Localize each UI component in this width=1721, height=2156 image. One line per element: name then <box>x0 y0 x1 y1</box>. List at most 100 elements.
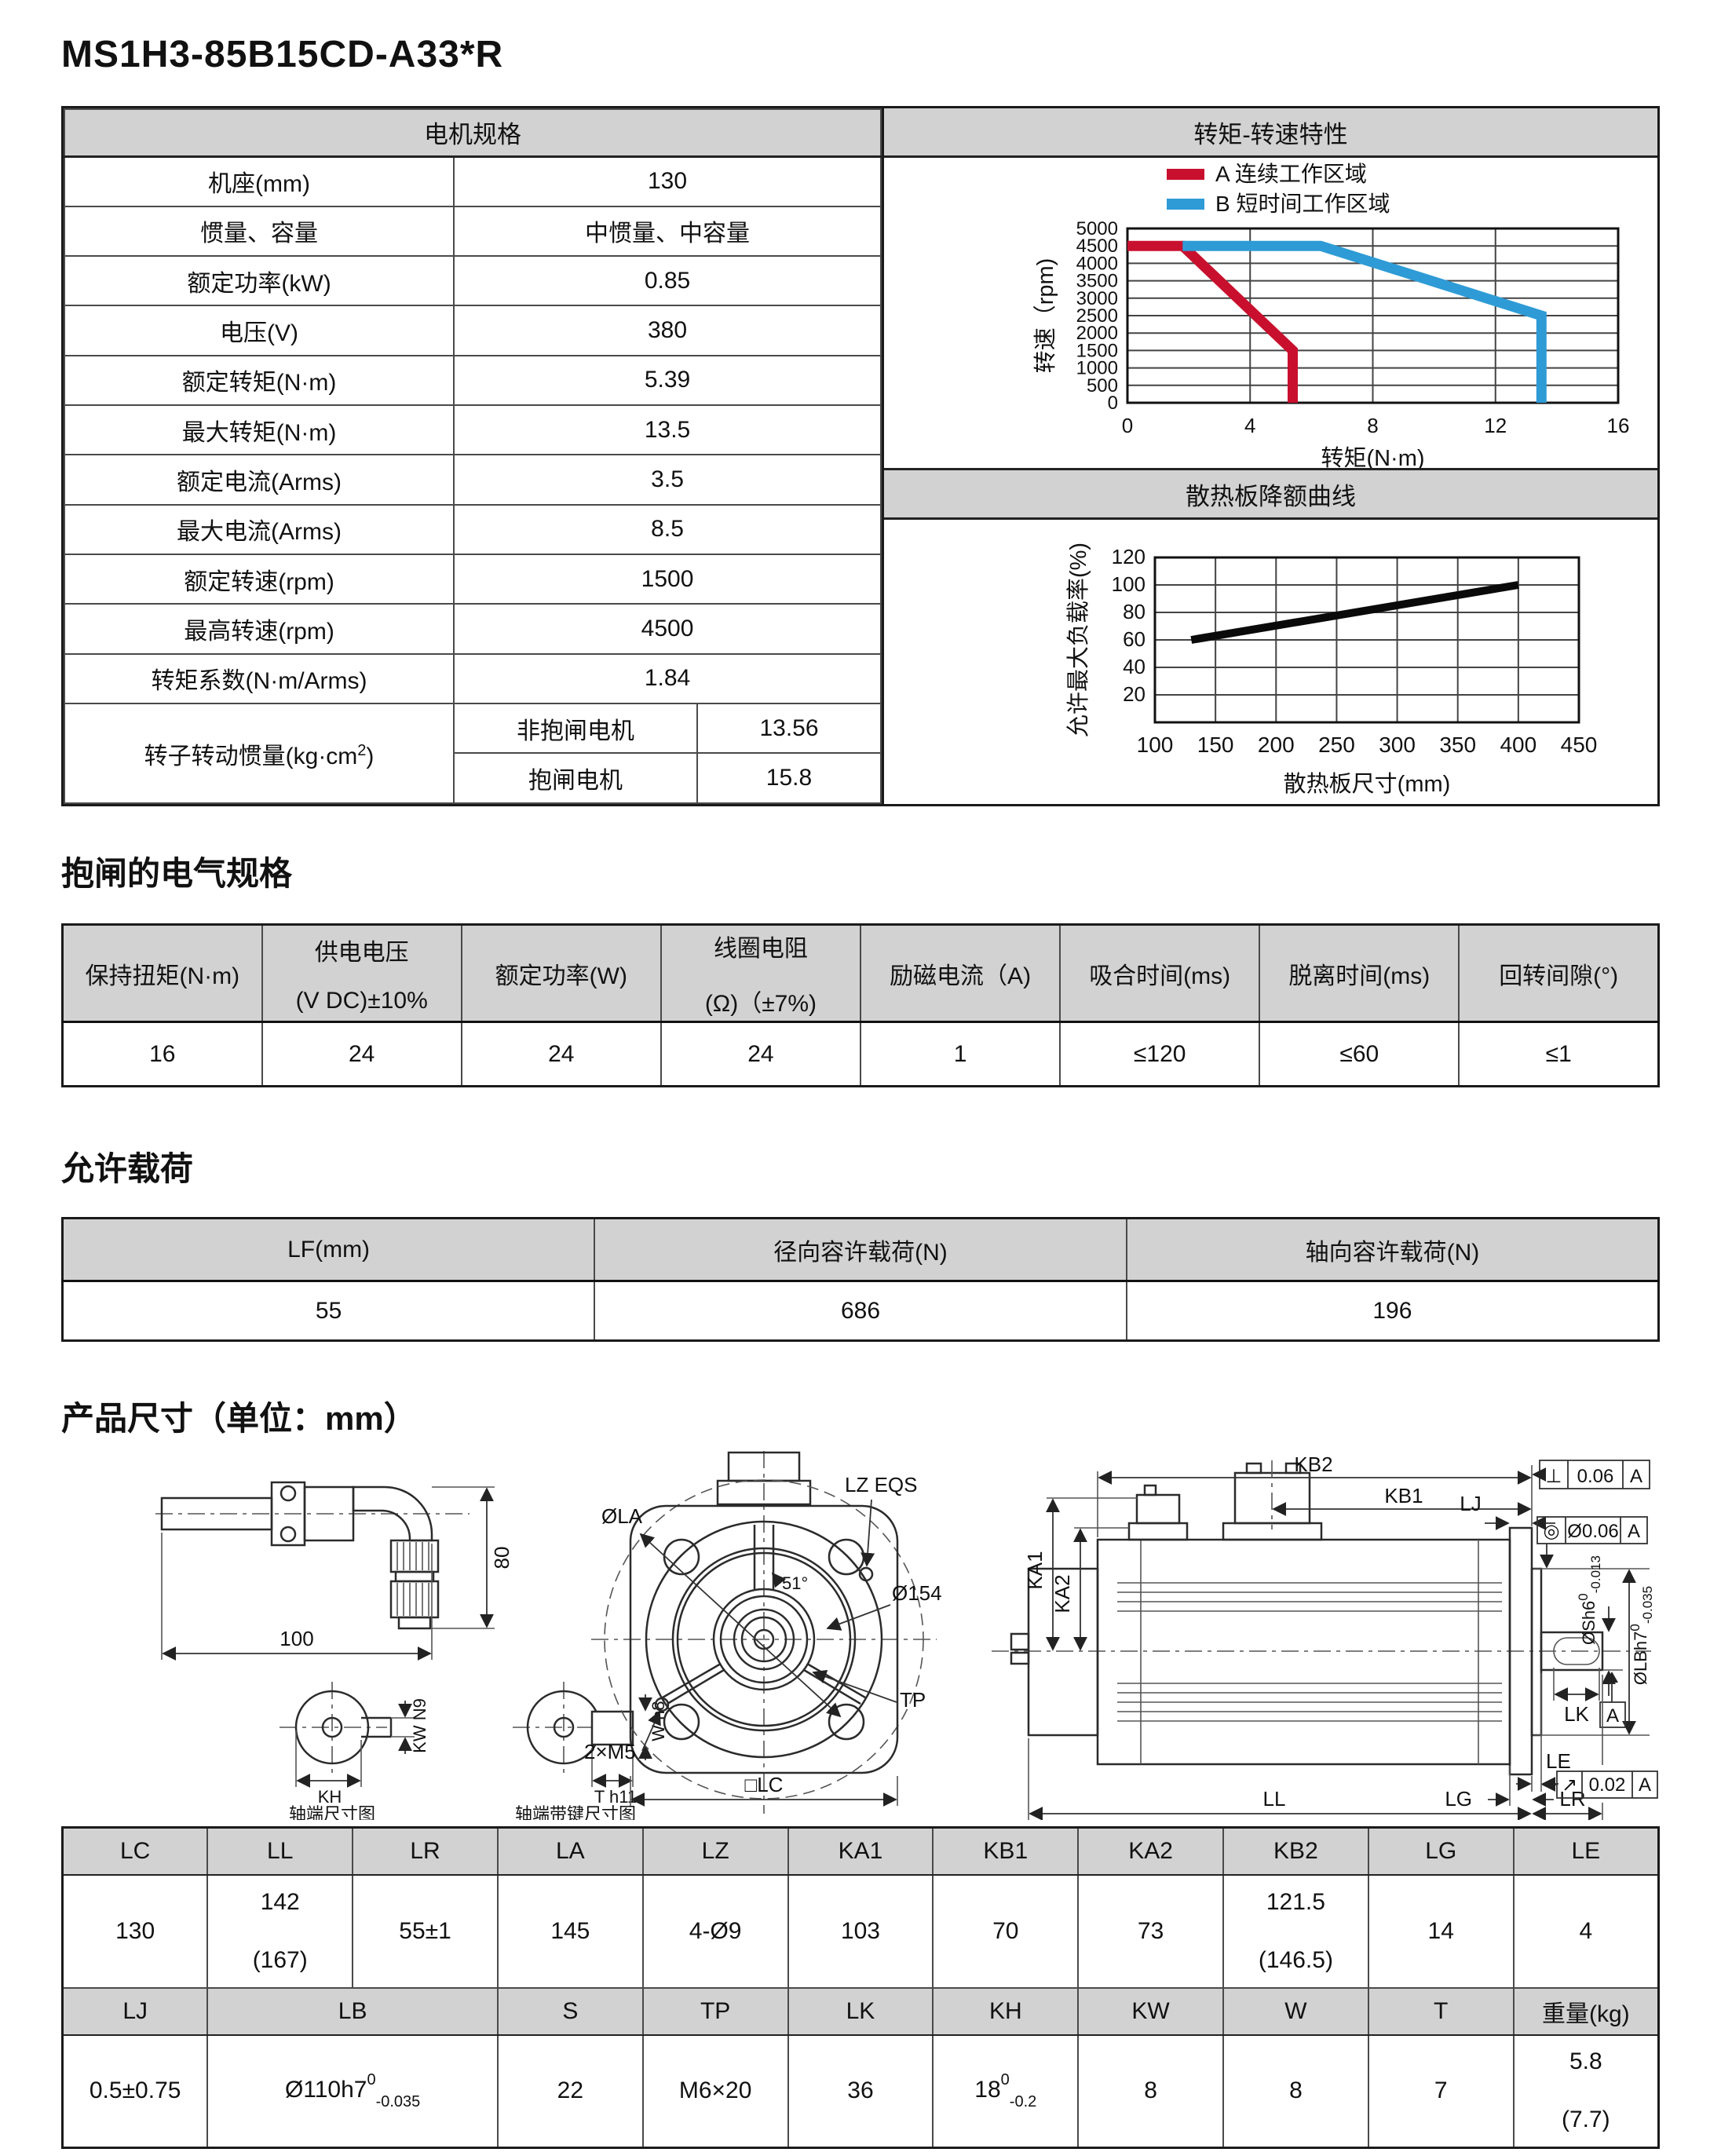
kw-dim-label: KW N9 <box>410 1698 429 1753</box>
spec-label: 机座(mm) <box>63 155 455 207</box>
load-table: LF(mm) 径向容许载荷(N) 轴向容许载荷(N) 55 686 196 <box>61 1217 1660 1342</box>
spec-label: 最大电流(Arms) <box>63 503 455 556</box>
drawing-side-view: KB2 KB1 KA1 KA2 LJ ⊥ 0.06 A <box>992 1453 1658 1820</box>
motor-fins <box>1117 1540 1502 1764</box>
dim-header: KW <box>1077 1986 1224 2036</box>
brake-header: 线圈电阻 (Ω)（±7%) <box>660 923 862 1023</box>
dim-header: LC <box>61 1826 209 1876</box>
spec-label: 电压(V) <box>63 305 455 356</box>
svg-text:0: 0 <box>1108 393 1118 414</box>
table-row: 额定转速(rpm) 1500 <box>63 554 882 605</box>
svg-text:转矩(N·m): 转矩(N·m) <box>1321 445 1424 468</box>
svg-text:转速（rpm): 转速（rpm) <box>1032 258 1058 374</box>
angle-label: 51° <box>782 1573 808 1593</box>
lk-dim-label: LK <box>1564 1702 1589 1726</box>
drawing-front-view: ØLA LZ EQS Ø154 51° TP 2×M5 □LC <box>584 1451 942 1814</box>
dim-value: 145 <box>496 1873 644 1989</box>
spec-value: 中惯量、中容量 <box>453 205 882 258</box>
load-header: 径向容许载荷(N) <box>594 1217 1127 1282</box>
datum-flag: A <box>1599 1669 1626 1728</box>
dim-header: LJ <box>61 1986 209 2036</box>
spec-label: 额定功率(kW) <box>63 255 455 307</box>
dim-header: KA2 <box>1077 1826 1224 1876</box>
svg-text:A: A <box>1639 1774 1651 1796</box>
perpendicularity-icon: ⊥ <box>1546 1466 1562 1487</box>
datasheet-page: MS1H3-85B15CD-A33*R 电机规格 机座(mm) 130 惯量、容量… <box>0 33 1721 2149</box>
brake-header: 吸合时间(ms) <box>1059 923 1261 1023</box>
svg-text:100: 100 <box>1112 572 1146 596</box>
dim-header: LL <box>206 1826 354 1876</box>
load-value: 196 <box>1125 1280 1660 1342</box>
dim-value: 0.5±0.75 <box>61 2034 209 2149</box>
table-row: 惯量、容量 中惯量、中容量 <box>63 205 882 258</box>
brake-header: 励磁电流（A) <box>859 923 1061 1023</box>
dimensions-section-title: 产品尺寸（单位：mm） <box>61 1400 417 1437</box>
brake-value: ≤60 <box>1259 1021 1460 1087</box>
svg-text:3000: 3000 <box>1076 288 1118 309</box>
lc-dim-label: □LC <box>745 1773 784 1796</box>
brake-table: 保持扭矩(N·m) 供电电压 (V DC)±10% 额定功率(W) 线圈电阻 (Ω)… <box>61 923 1660 1087</box>
lg-dim-label: LG <box>1445 1787 1472 1811</box>
brake-value: 16 <box>61 1021 263 1087</box>
svg-text:1000: 1000 <box>1076 358 1118 379</box>
ll-dim-label: LL <box>1263 1787 1286 1811</box>
dim-value-kh: 180-0.2 <box>932 2034 1080 2149</box>
dim-value: 36 <box>787 2034 934 2149</box>
connector-ribs <box>396 1583 429 1616</box>
brake-value: 1 <box>859 1021 1061 1087</box>
table-row: 55 686 196 <box>61 1280 1660 1342</box>
kh-dim-label: KH <box>318 1787 342 1807</box>
load-value: 55 <box>61 1280 596 1342</box>
shaft-dia-label: ØSh60-0.013 <box>1576 1555 1603 1645</box>
table-row: 保持扭矩(N·m) 供电电压 (V DC)±10% 额定功率(W) 线圈电阻 (Ω)… <box>61 923 1660 1023</box>
charts-panel: 转矩-转速特性 0 4 8 12 16 0 500 1000 1500 2000 2500 3000 3… <box>884 108 1657 804</box>
spec-value: 1500 <box>453 554 882 605</box>
brake-value: 24 <box>660 1021 862 1087</box>
lj-dim-label: LJ <box>1460 1492 1481 1515</box>
spec-value: 380 <box>453 305 882 356</box>
derating-chart-title-bar: 散热板降额曲线 <box>884 468 1657 520</box>
table-row: LJ LB S TP LK KH KW W T 重量(kg) <box>61 1986 1660 2036</box>
spec-value: 8.5 <box>453 503 882 556</box>
spec-label: 额定电流(Arms) <box>63 454 455 506</box>
svg-text:80: 80 <box>1123 600 1146 623</box>
spec-subvalue: 15.8 <box>696 752 882 804</box>
dim-value: 22 <box>496 2034 644 2149</box>
svg-text:2000: 2000 <box>1076 323 1118 344</box>
la-label: ØLA <box>601 1504 643 1528</box>
dim-value: 4 <box>1512 1873 1660 1989</box>
load-header: LF(mm) <box>61 1217 596 1282</box>
svg-text:A: A <box>1628 1521 1640 1542</box>
brake-value: ≤1 <box>1458 1021 1660 1087</box>
spec-label-inertia: 转子转动惯量(kg·cm2) <box>63 703 455 804</box>
derating-chart: 100 150 200 250 300 350 400 450 20 40 60 80 100 120 散热… <box>884 520 1657 804</box>
spec-value: 5.39 <box>453 354 882 407</box>
svg-text:A: A <box>1606 1705 1619 1727</box>
dim-header: KH <box>932 1986 1080 2036</box>
svg-text:3500: 3500 <box>1076 271 1118 292</box>
gdt-concentricity-frame: ◎ Ø0.06 A <box>1536 1516 1648 1569</box>
dim-header: KA1 <box>787 1826 934 1876</box>
derating-chart-svg: 100 150 200 250 300 350 400 450 20 40 60 80 100 120 散热… <box>1065 543 1597 797</box>
dimension-drawings: 80 100 KW N9 KH 轴端尺寸图 <box>155 1451 1658 1820</box>
load-value: 686 <box>594 1280 1127 1342</box>
dim-header: LB <box>206 1986 499 2036</box>
ka2-dim-label: KA2 <box>1051 1574 1074 1613</box>
d154-label: Ø154 <box>892 1581 942 1605</box>
spec-value: 1.84 <box>453 652 882 705</box>
dim-value-lb: Ø110h70-0.035 <box>206 2034 499 2149</box>
svg-text:5000: 5000 <box>1076 218 1118 239</box>
dim-value: 130 <box>61 1873 209 1989</box>
svg-text:8: 8 <box>1367 414 1378 437</box>
torque-speed-chart-svg: 0 4 8 12 16 050010001500200025003000350040004… <box>1032 162 1629 468</box>
dim-value: 70 <box>932 1873 1080 1989</box>
table-row: 0.5±0.75 Ø110h70-0.035 22 M6×20 36 180-0… <box>61 2034 1660 2149</box>
brake-header: 额定功率(W) <box>460 923 662 1023</box>
dim-value: 4-Ø9 <box>641 1873 789 1989</box>
motor-spec-panel: 电机规格 机座(mm) 130 惯量、容量 中惯量、中容量 额定功率(kW) 0.85… <box>61 106 1660 806</box>
torque-chart-title-bar: 转矩-转速特性 <box>884 108 1657 158</box>
spec-label: 额定转速(rpm) <box>63 554 455 605</box>
table-row: LF(mm) 径向容许载荷(N) 轴向容许载荷(N) <box>61 1217 1660 1282</box>
dim-value: 55±1 <box>352 1873 499 1989</box>
runout-icon: ↗ <box>1562 1774 1577 1796</box>
